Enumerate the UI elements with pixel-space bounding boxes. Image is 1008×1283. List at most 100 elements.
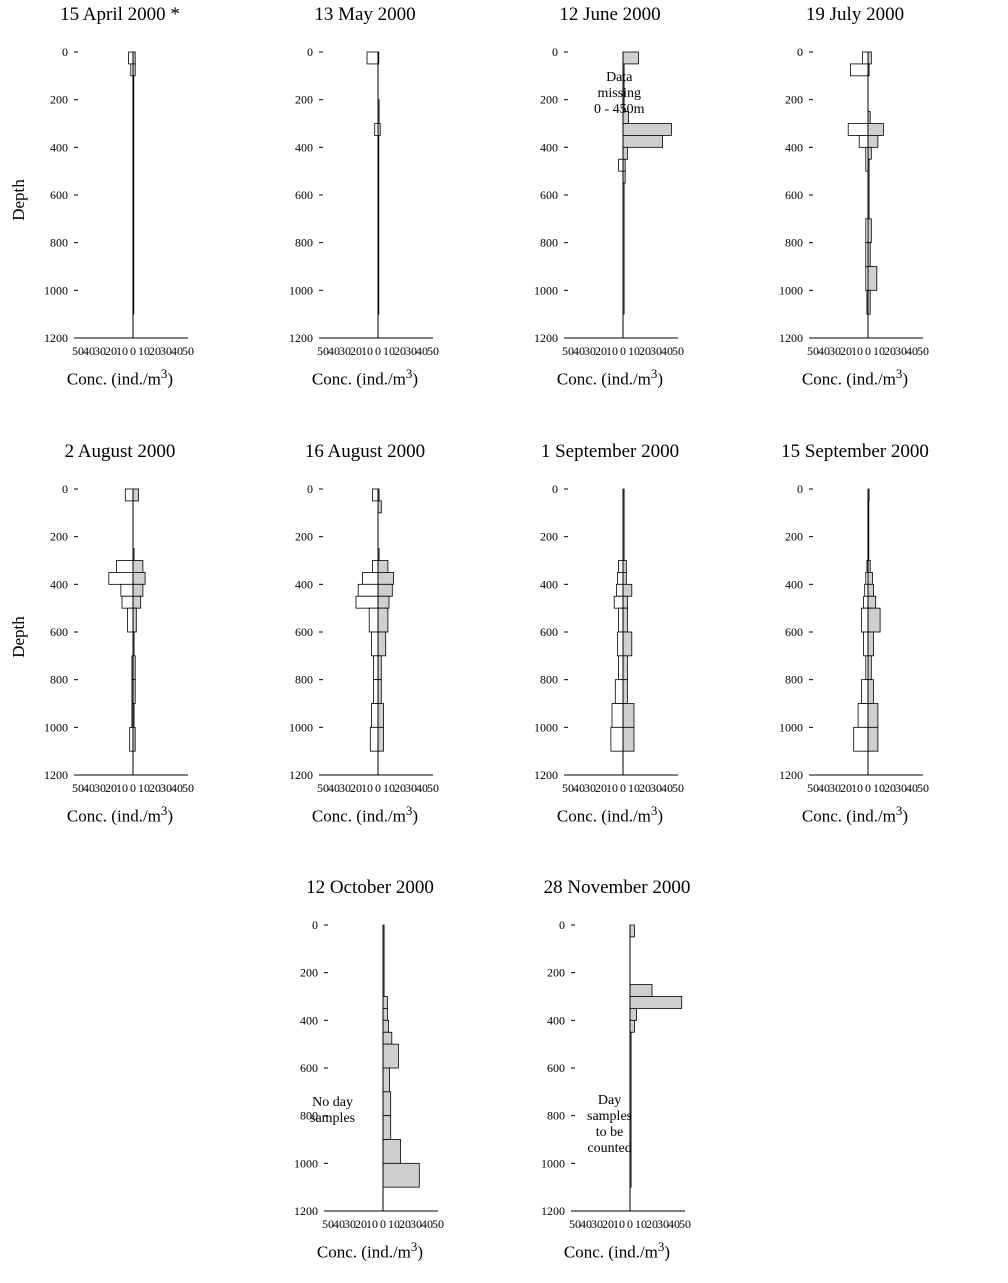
x-tick-label: 30 <box>895 781 907 795</box>
bar-night <box>622 146 628 160</box>
y-tick-label: 1200 <box>534 331 558 345</box>
bar-day <box>362 572 379 585</box>
x-tick-label: 20 <box>884 781 896 795</box>
annotation-line: 0 - 450m <box>594 102 645 117</box>
bar-day <box>108 572 134 585</box>
x-tick-label: 20 <box>884 344 896 358</box>
bar-night <box>622 679 628 704</box>
y-tick-label: 800 <box>540 236 558 250</box>
x-axis-label-close: ) <box>417 1242 424 1262</box>
bar-day <box>116 560 134 573</box>
x-axis-label-text: Conc. (ind./m <box>66 806 161 826</box>
x-axis-label: Conc. (ind./m3) <box>497 1239 737 1263</box>
x-tick-labels: 5040302010 0 1020304050 <box>72 781 194 795</box>
y-tick-label: 1000 <box>779 720 803 734</box>
chart-panel: 13 May 2000 0 200 400 600 800 1000 1200 50403020… <box>245 0 485 410</box>
x-tick-label: 40 <box>661 344 673 358</box>
bar-night <box>622 595 628 609</box>
x-axis-label-text: Conc. (ind./m <box>801 806 896 826</box>
x-tick-label: 40 <box>818 781 830 795</box>
x-tick-label: 20 <box>394 781 406 795</box>
x-tick-labels: 5040302010 0 1020304050 <box>562 344 684 358</box>
bar-night <box>629 996 683 1009</box>
chart-panel: 12 June 2000 0 200 400 600 800 1000 1200 5040302… <box>490 0 730 410</box>
x-tick-label: 50 <box>807 781 819 795</box>
x-tick-label: 20 <box>399 1217 411 1231</box>
x-axis-label: Conc. (ind./m3) <box>490 366 730 390</box>
bar-day <box>861 607 869 633</box>
bar-night <box>867 726 879 752</box>
bar-night <box>629 1019 635 1033</box>
y-tick-label: 400 <box>785 140 803 154</box>
chart-panel: 28 November 2000 0 200 400 600 800 1000 1200 504… <box>497 873 737 1283</box>
bar-day <box>128 51 134 65</box>
x-tick-label: 30 <box>650 344 662 358</box>
x-tick-label: 0 <box>130 781 136 795</box>
x-tick-label: 10 <box>628 344 640 358</box>
x-tick-label: 30 <box>829 344 841 358</box>
y-tick-label: 1000 <box>289 720 313 734</box>
bar-night <box>622 135 663 148</box>
x-tick-label: 40 <box>333 1217 345 1231</box>
x-axis-label-sup: 3 <box>405 803 413 818</box>
x-tick-label: 50 <box>672 344 684 358</box>
y-tick-label: 1000 <box>44 283 68 297</box>
x-tick-label: 0 <box>865 781 871 795</box>
y-tick-label: 800 <box>540 673 558 687</box>
x-tick-labels: 5040302010 0 1020304050 <box>562 781 684 795</box>
chart-panel: 15 April 2000 * 0 200 400 600 800 1000 1200 5040… <box>0 0 240 410</box>
x-tick-label: 30 <box>591 1217 603 1231</box>
x-tick-label: 0 <box>130 344 136 358</box>
x-axis-label-close: ) <box>902 806 909 826</box>
y-tick-label: 600 <box>300 1061 318 1075</box>
y-tick-label: 1000 <box>289 283 313 297</box>
x-tick-label: 20 <box>149 344 161 358</box>
x-tick-label: 10 <box>873 781 885 795</box>
x-tick-label: 0 <box>865 344 871 358</box>
x-tick-label: 40 <box>416 344 428 358</box>
annotation-line: samples <box>310 1111 356 1126</box>
bar-night <box>629 924 635 938</box>
bar-day <box>124 488 134 502</box>
x-axis-label-text: Conc. (ind./m <box>316 1242 411 1262</box>
x-tick-label: 30 <box>584 344 596 358</box>
x-tick-label: 10 <box>388 1217 400 1231</box>
x-axis-label-close: ) <box>412 806 419 826</box>
x-axis-label-close: ) <box>664 1242 671 1262</box>
y-tick-label: 1200 <box>294 1204 318 1218</box>
bar-day <box>371 703 379 728</box>
x-axis-label: Conc. (ind./m3) <box>250 1239 490 1263</box>
x-axis-label: Conc. (ind./m3) <box>245 366 485 390</box>
bar-night <box>629 1008 637 1021</box>
y-tick-label: 800 <box>50 236 68 250</box>
chart-title: 12 June 2000 <box>559 4 661 25</box>
bar-day <box>369 726 379 752</box>
bar-day <box>617 631 624 657</box>
x-tick-label: 20 <box>639 344 651 358</box>
bar-night <box>622 123 672 136</box>
y-tick-label: 400 <box>50 577 68 591</box>
x-tick-label: 20 <box>602 1217 614 1231</box>
bar-night <box>377 595 390 609</box>
bar-day <box>372 488 379 502</box>
y-tick-label: 800 <box>785 673 803 687</box>
y-tick-label: 200 <box>295 93 313 107</box>
y-tick-label: 0 <box>307 45 313 59</box>
y-tick-label: 200 <box>785 530 803 544</box>
bar-day <box>847 123 869 136</box>
x-tick-label: 20 <box>105 781 117 795</box>
x-tick-label: 30 <box>160 344 172 358</box>
x-axis-label-text: Conc. (ind./m <box>801 369 896 389</box>
bar-day <box>618 158 624 172</box>
bar-day <box>611 703 624 728</box>
x-tick-label: 0 <box>620 781 626 795</box>
x-axis-label-close: ) <box>412 369 419 389</box>
x-tick-label: 40 <box>83 344 95 358</box>
bar-day <box>373 679 379 704</box>
y-tick-label: 0 <box>62 482 68 496</box>
x-tick-label: 40 <box>573 344 585 358</box>
y-tick-label: 200 <box>540 530 558 544</box>
